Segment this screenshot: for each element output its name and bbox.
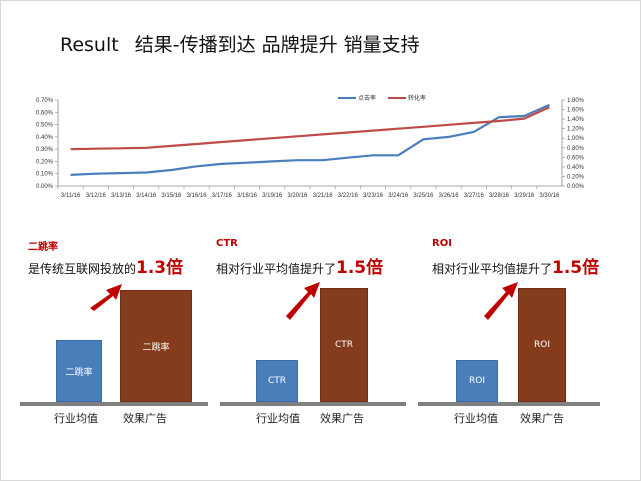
left-tick-label: 0.60%	[36, 110, 54, 116]
panel-statement: 相对行业平均值提升了1.5倍	[216, 253, 383, 278]
up-arrow-icon	[90, 284, 122, 311]
right-tick-label: 1.20%	[567, 127, 585, 133]
title-en: Result	[60, 34, 119, 56]
panel-ctr: CTR 相对行业平均值提升了1.5倍 CTR CTR 行业均值 效果广告	[216, 238, 416, 428]
avg-category-label: 行业均值	[454, 412, 498, 425]
right-tick-label: 0.40%	[567, 165, 585, 171]
x-tick-label: 3/30/16	[539, 193, 560, 199]
left-tick-label: 0.20%	[36, 159, 54, 165]
ad-bar: CTR	[320, 288, 368, 402]
left-tick-label: 0.30%	[36, 147, 54, 153]
left-tick-label: 0.70%	[36, 98, 54, 104]
page-title: Result 结果-传播到达 品牌提升 销量支持	[60, 30, 420, 57]
panel-statement: 是传统互联网投放的1.3倍	[28, 253, 183, 278]
x-tick-label: 3/18/16	[237, 193, 258, 199]
ad-bar-label: 二跳率	[142, 342, 170, 353]
baseline	[20, 402, 208, 406]
legend-label: 点击率	[358, 94, 376, 102]
x-tick-label: 3/19/16	[262, 193, 283, 199]
right-tick-label: 0.80%	[567, 146, 585, 152]
x-tick-label: 3/28/16	[489, 193, 510, 199]
avg-bar: ROI	[456, 360, 498, 402]
right-tick-label: 1.80%	[567, 98, 585, 104]
avg-bar: CTR	[256, 360, 298, 402]
multiplier-value: 1.3倍	[136, 258, 184, 278]
right-tick-label: 1.60%	[567, 108, 585, 114]
right-tick-label: 0.60%	[567, 155, 585, 161]
panel-heading: CTR	[216, 238, 238, 249]
left-tick-label: 0.40%	[36, 135, 54, 141]
x-tick-label: 3/25/16	[413, 193, 434, 199]
ad-category-label: 效果广告	[520, 412, 564, 425]
left-tick-label: 0.10%	[36, 172, 54, 178]
panel-heading: 二跳率	[28, 242, 58, 253]
x-tick-label: 3/20/16	[287, 193, 308, 199]
series-line	[70, 103, 550, 176]
x-tick-label: 3/29/16	[514, 193, 535, 199]
x-tick-label: 3/22/16	[338, 193, 359, 199]
x-tick-label: 3/21/16	[313, 193, 334, 199]
up-arrow-icon	[484, 282, 518, 320]
line-chart: 0.00% 0.10% 0.20% 0.30% 0.40% 0.50% 0.60% 0.70%…	[36, 94, 585, 199]
panel-statement: 相对行业平均值提升了1.5倍	[432, 253, 599, 278]
avg-category-label: 行业均值	[54, 412, 98, 425]
multiplier-value: 1.5倍	[552, 258, 600, 278]
x-tick-label: 3/16/16	[187, 193, 208, 199]
x-tick-label: 3/24/16	[388, 193, 409, 199]
ad-bar: ROI	[518, 288, 566, 402]
series-line	[70, 106, 550, 151]
x-tick-label: 3/14/16	[136, 193, 157, 199]
x-tick-label: 3/26/16	[439, 193, 460, 199]
baseline	[220, 402, 406, 406]
right-tick-label: 1.00%	[567, 136, 585, 142]
right-tick-label: 0.20%	[567, 174, 585, 180]
x-tick-label: 3/27/16	[464, 193, 485, 199]
avg-bar-label: CTR	[267, 376, 287, 386]
statement-text: 是传统互联网投放的	[28, 262, 137, 276]
avg-bar: 二跳率	[56, 340, 102, 402]
title-cn: 结果-传播到达 品牌提升 销量支持	[134, 34, 420, 56]
statement-text: 相对行业平均值提升了	[216, 262, 337, 276]
ad-bar-label: CTR	[334, 340, 354, 350]
x-tick-label: 3/17/16	[212, 193, 233, 199]
ad-bar: 二跳率	[120, 290, 192, 402]
up-arrow-icon	[286, 282, 320, 320]
panel-roi: ROI 相对行业平均值提升了1.5倍 ROI ROI 行业均值 效果广告	[418, 238, 632, 428]
panel-bounce-rate: 二跳率 是传统互联网投放的1.3倍 二跳率 二跳率 行业均值 效果广告	[20, 238, 228, 428]
left-tick-label: 0.50%	[36, 123, 54, 129]
ad-category-label: 效果广告	[123, 412, 167, 425]
legend-label: 转化率	[408, 94, 426, 102]
x-tick-label: 3/11/16	[61, 193, 81, 199]
x-tick-label: 3/13/16	[111, 193, 132, 199]
ad-bar-label: ROI	[534, 340, 550, 350]
multiplier-value: 1.5倍	[336, 258, 384, 278]
ad-category-label: 效果广告	[320, 412, 364, 425]
x-tick-label: 3/15/16	[161, 193, 182, 199]
right-tick-label: 0.00%	[567, 184, 585, 190]
avg-bar-label: 二跳率	[65, 367, 93, 378]
avg-bar-label: ROI	[469, 376, 485, 386]
avg-category-label: 行业均值	[256, 412, 300, 425]
baseline	[418, 402, 600, 406]
x-tick-label: 3/23/16	[363, 193, 384, 199]
right-tick-label: 1.40%	[567, 117, 585, 123]
left-tick-label: 0.00%	[36, 184, 54, 190]
x-tick-label: 3/12/16	[86, 193, 107, 199]
panel-heading: ROI	[432, 238, 452, 249]
statement-text: 相对行业平均值提升了	[432, 262, 553, 276]
